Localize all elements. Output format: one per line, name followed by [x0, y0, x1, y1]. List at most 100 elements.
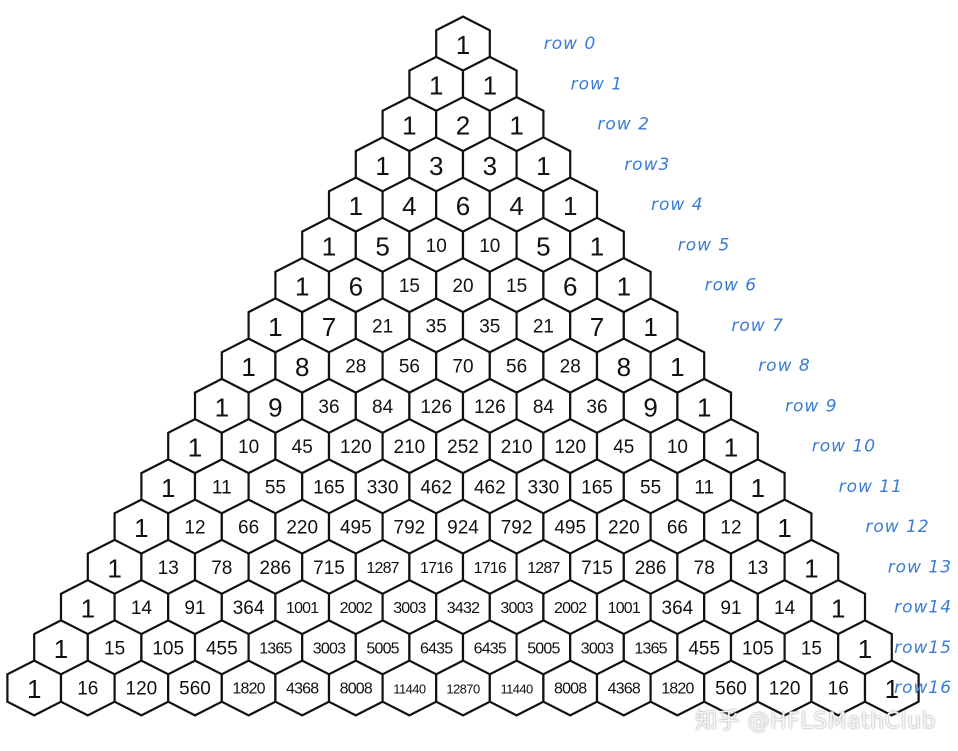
hex-cell: 1 — [837, 619, 893, 677]
hex-number: 1 — [509, 111, 523, 141]
hex-number: 21 — [372, 316, 393, 337]
hex-number: 3003 — [313, 640, 346, 657]
hex-number: 8 — [295, 352, 309, 382]
hex-number: 165 — [313, 477, 345, 498]
hex-number: 15 — [104, 638, 125, 659]
hex-number: 105 — [152, 638, 184, 659]
hex-number: 4 — [509, 191, 523, 221]
hex-number: 220 — [608, 518, 640, 539]
hex-cell: 1 — [6, 659, 63, 717]
hex-cell: 560 — [167, 659, 223, 717]
hex-number: 1716 — [474, 560, 507, 577]
hex-cell: 11440 — [488, 659, 545, 717]
hex-number: 55 — [265, 477, 286, 498]
hex-number: 10 — [238, 437, 259, 458]
hex-number: 6 — [456, 191, 470, 221]
row-label: row 11 — [839, 477, 903, 497]
hex-cell: 286 — [247, 538, 304, 596]
hex-number: 45 — [613, 437, 634, 458]
hex-number: 1287 — [527, 560, 560, 577]
hex-number: 1 — [322, 231, 336, 261]
hex-cell: 2 — [435, 95, 491, 154]
hex-number: 1 — [161, 473, 175, 503]
hex-number: 495 — [554, 518, 586, 539]
hex-number: 13 — [158, 558, 179, 579]
hex-number: 1 — [215, 392, 229, 422]
hex-number: 4368 — [608, 681, 641, 698]
hex-number: 1716 — [420, 560, 453, 577]
row-label: row 9 — [785, 396, 838, 416]
hex-number: 1 — [697, 392, 711, 422]
hex-number: 165 — [581, 477, 613, 498]
hex-number: 78 — [694, 558, 715, 579]
hex-cell: 45 — [595, 417, 652, 476]
row-label: row 8 — [758, 356, 811, 376]
hex-number: 11440 — [501, 682, 534, 697]
hex-number: 14 — [131, 598, 153, 619]
hex-number: 84 — [533, 397, 555, 418]
hex-number: 1 — [54, 634, 68, 664]
hex-number: 70 — [452, 357, 473, 378]
hex-number: 66 — [667, 518, 688, 539]
hex-number: 1 — [858, 634, 872, 664]
hex-number: 16 — [77, 679, 98, 700]
hex-cell: 8008 — [542, 659, 599, 717]
hex-cell: 126 — [461, 377, 518, 435]
row-labels: row 0 row 1 row 2 row3 row 4 row 5 row 6 row 7 r… — [544, 34, 952, 698]
hex-number: 1820 — [661, 681, 694, 698]
hex-number: 6435 — [420, 640, 453, 657]
hex-number: 1 — [804, 553, 818, 583]
hex-number: 715 — [313, 558, 345, 579]
hex-number: 286 — [635, 558, 667, 579]
hex-cell: 10 — [408, 216, 465, 274]
hex-number: 12 — [184, 518, 205, 539]
hex-number: 120 — [554, 437, 586, 458]
hex-cell: 10 — [649, 417, 706, 476]
hex-number: 1 — [777, 513, 791, 543]
hex-number: 1001 — [608, 600, 641, 617]
hex-cell: 16 — [810, 659, 867, 717]
hex-number: 364 — [662, 598, 694, 619]
row-label: row3 — [624, 155, 670, 175]
hex-number: 36 — [318, 397, 339, 418]
hex-number: 126 — [474, 397, 506, 418]
hex-cell: 28 — [327, 337, 384, 395]
hex-number: 1365 — [634, 640, 667, 657]
hex-number: 1 — [295, 272, 309, 302]
hex-number: 15 — [399, 276, 420, 297]
hex-number: 9 — [643, 392, 657, 422]
hex-cell: 4 — [488, 176, 545, 234]
hex-number: 36 — [586, 397, 607, 418]
hex-number: 1 — [27, 674, 41, 704]
hex-number: 84 — [372, 397, 394, 418]
hex-number: 3003 — [393, 600, 426, 617]
hex-number: 35 — [426, 316, 447, 337]
watermark: 知乎 @HFLSMathClub — [695, 709, 936, 734]
hex-number: 13 — [747, 558, 768, 579]
hex-number: 330 — [528, 477, 560, 498]
hex-number: 5005 — [527, 640, 560, 657]
hex-number: 20 — [452, 276, 473, 297]
hex-number: 10 — [426, 236, 447, 257]
hex-number: 126 — [420, 397, 452, 418]
row-label: row 13 — [888, 557, 952, 577]
hex-number: 8 — [617, 352, 631, 382]
row-label: row 10 — [812, 437, 876, 457]
hex-number: 120 — [126, 679, 158, 700]
hex-number: 15 — [506, 276, 527, 297]
hex-number: 5005 — [366, 640, 399, 657]
hex-number: 3003 — [581, 640, 614, 657]
hex-number: 10 — [667, 437, 688, 458]
hex-number: 3003 — [500, 600, 533, 617]
hex-cell: 462 — [461, 458, 518, 516]
hex-number: 1365 — [259, 640, 292, 657]
hex-cell: 1 — [756, 498, 813, 556]
hex-number: 560 — [715, 679, 747, 700]
hex-cell: 35 — [408, 297, 465, 355]
hex-number: 1 — [536, 151, 550, 181]
hex-number: 2002 — [340, 600, 373, 617]
hex-number: 1 — [885, 674, 899, 704]
hex-number: 792 — [501, 518, 533, 539]
hex-number: 120 — [769, 679, 801, 700]
